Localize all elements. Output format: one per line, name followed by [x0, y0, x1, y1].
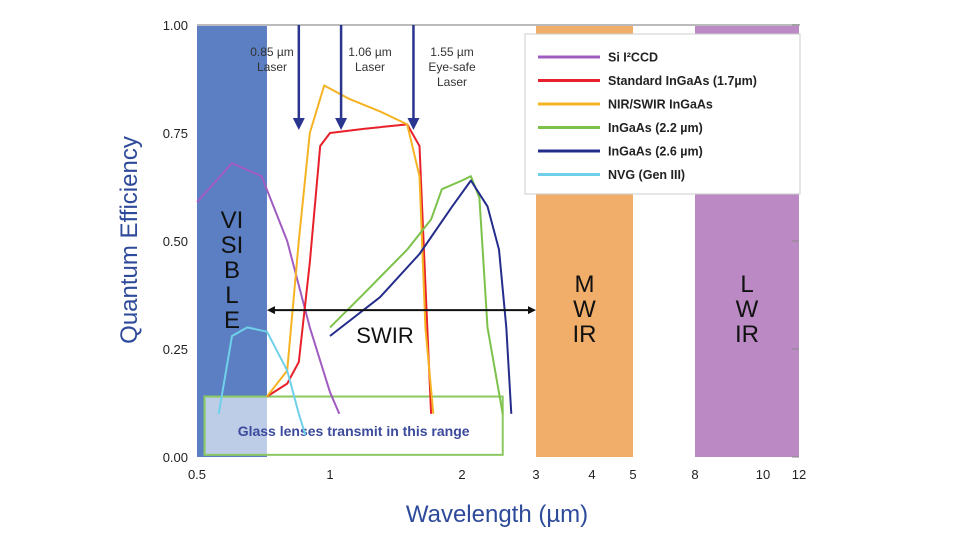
legend-entry-5: NVG (Gen III): [608, 168, 685, 182]
legend-entry-4: InGaAs (2.6 µm): [608, 145, 703, 159]
legend: Si I²CCD Standard InGaAs (1.7µm) NIR/SWIR …: [524, 33, 801, 195]
y-tick-label: 0.50: [163, 234, 188, 249]
x-tick-label: 1: [326, 467, 333, 482]
laser-label-2: Eye-safe: [428, 60, 476, 74]
x-axis-title: Wavelength (µm): [406, 501, 588, 528]
x-tick-label: 8: [691, 467, 698, 482]
y-axis-title: Quantum Efficiency: [116, 136, 143, 344]
swir-label: SWIR: [356, 323, 413, 348]
x-tick-label: 0.5: [188, 467, 206, 482]
laser-arrowhead-0: [292, 118, 305, 130]
legend-entry-3: InGaAs (2.2 µm): [608, 121, 703, 135]
x-tick-label: 10: [756, 467, 770, 482]
series-line-5: [217, 326, 307, 436]
y-tick-label: 1.00: [163, 18, 188, 33]
y-tick-label: 0.00: [163, 450, 188, 465]
glass-lens-label: Glass lenses transmit in this range: [238, 423, 470, 439]
x-tick-label: 3: [532, 467, 539, 482]
legend-entry-1: Standard InGaAs (1.7µm): [608, 74, 757, 88]
laser-arrowhead-2: [407, 118, 420, 130]
legend-entry-0: Si I²CCD: [608, 51, 658, 65]
series-line-0: [196, 162, 341, 415]
laser-label-1: 1.06 µm: [348, 45, 392, 59]
swir-arrowhead-right: [528, 306, 536, 315]
band-label-visible: VISIBLE: [220, 207, 244, 334]
swir-arrowhead-left: [266, 306, 275, 315]
x-tick-label: 2: [458, 467, 465, 482]
x-tick-label: 4: [588, 467, 595, 482]
series-line-4: [329, 179, 513, 414]
laser-label-2: Laser: [437, 75, 467, 89]
laser-label-2: 1.55 µm: [430, 45, 474, 59]
band-label-mwir: MWIR: [572, 271, 597, 348]
y-tick-label: 0.75: [163, 126, 188, 141]
laser-label-0: Laser: [257, 60, 287, 74]
laser-label-0: 0.85 µm: [250, 45, 294, 59]
band-label-lwir: LWIR: [735, 271, 759, 348]
laser-label-1: Laser: [355, 60, 385, 74]
y-tick-label: 0.25: [163, 342, 188, 357]
x-tick-label: 5: [629, 467, 636, 482]
series-line-3: [329, 175, 504, 414]
legend-entry-2: NIR/SWIR InGaAs: [608, 98, 713, 112]
series-line-1: [266, 123, 433, 414]
laser-arrowhead-1: [335, 118, 348, 130]
band-visible: [197, 25, 267, 457]
series-line-2: [266, 84, 435, 414]
glass-lens-range-box: [203, 395, 504, 456]
x-tick-label: 12: [792, 467, 806, 482]
